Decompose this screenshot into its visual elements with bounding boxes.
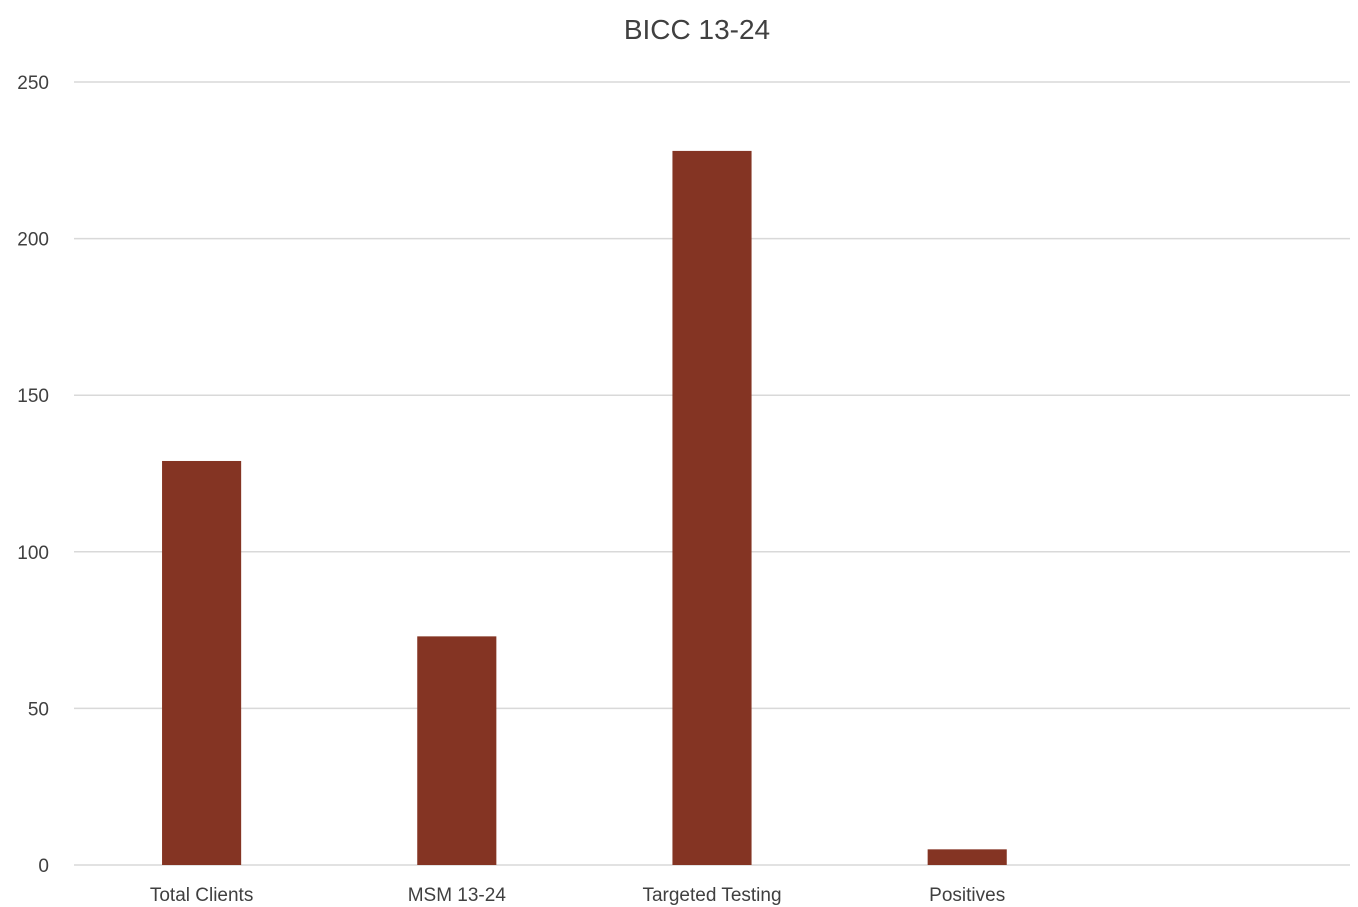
y-tick-label: 0: [38, 856, 49, 877]
x-category-label: Total Clients: [150, 885, 254, 906]
y-tick-label: 50: [28, 699, 49, 720]
bars: [162, 150, 1007, 866]
y-tick-label: 250: [17, 73, 49, 94]
y-tick-label: 200: [17, 230, 49, 251]
y-tick-label: 100: [17, 543, 49, 564]
bar-3: [927, 849, 1007, 865]
y-tick-label: 150: [17, 386, 49, 407]
y-axis-ticks: 0 50 100 150 200 250: [17, 73, 49, 877]
chart-title: BICC 13-24: [624, 14, 770, 45]
bar-1: [417, 636, 497, 865]
bar-2: [672, 150, 752, 866]
x-category-label: Targeted Testing: [642, 885, 781, 906]
x-category-label: MSM 13-24: [408, 885, 507, 906]
x-axis-labels: Total Clients MSM 13-24 Targeted Testing Po…: [150, 885, 1005, 906]
x-category-label: Positives: [929, 885, 1005, 906]
bar-0: [162, 460, 242, 865]
